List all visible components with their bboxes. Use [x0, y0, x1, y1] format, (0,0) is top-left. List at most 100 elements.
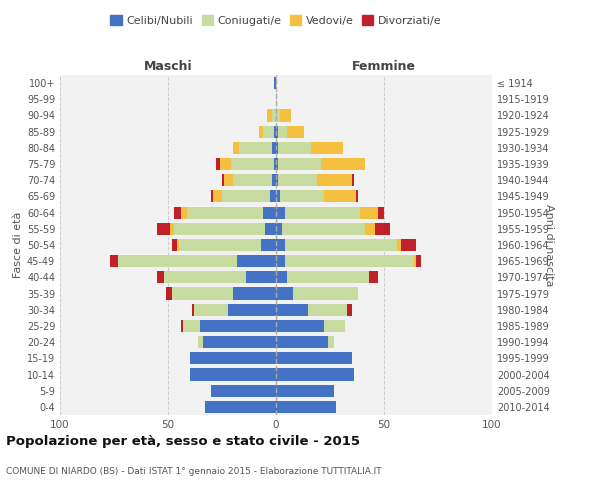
- Bar: [239, 142, 272, 154]
- Text: Femmine: Femmine: [352, 60, 416, 72]
- Bar: [276, 239, 284, 251]
- Bar: [187, 206, 263, 218]
- Bar: [170, 222, 175, 235]
- Bar: [190, 368, 276, 380]
- Bar: [265, 222, 276, 235]
- Bar: [211, 384, 276, 397]
- Bar: [287, 272, 369, 283]
- Bar: [157, 272, 164, 283]
- Bar: [220, 158, 230, 170]
- Bar: [263, 126, 274, 138]
- Bar: [414, 255, 416, 268]
- Bar: [276, 206, 284, 218]
- Bar: [323, 320, 345, 332]
- Bar: [376, 222, 391, 235]
- Bar: [229, 304, 276, 316]
- Bar: [211, 190, 214, 202]
- Bar: [183, 320, 200, 332]
- Bar: [230, 158, 274, 170]
- Bar: [181, 206, 187, 218]
- Bar: [118, 255, 237, 268]
- Bar: [274, 126, 276, 138]
- Bar: [276, 142, 278, 154]
- Bar: [369, 272, 377, 283]
- Bar: [347, 304, 352, 316]
- Bar: [179, 239, 261, 251]
- Bar: [278, 174, 317, 186]
- Bar: [259, 126, 263, 138]
- Bar: [272, 110, 276, 122]
- Bar: [175, 222, 265, 235]
- Bar: [397, 239, 401, 251]
- Bar: [233, 142, 239, 154]
- Bar: [278, 142, 311, 154]
- Bar: [323, 190, 356, 202]
- Bar: [222, 174, 224, 186]
- Bar: [192, 304, 194, 316]
- Bar: [200, 320, 276, 332]
- Bar: [276, 336, 328, 348]
- Bar: [263, 206, 276, 218]
- Bar: [214, 190, 222, 202]
- Bar: [280, 190, 323, 202]
- Y-axis label: Anni di nascita: Anni di nascita: [544, 204, 554, 286]
- Bar: [233, 174, 272, 186]
- Bar: [276, 288, 293, 300]
- Bar: [416, 255, 421, 268]
- Bar: [287, 126, 304, 138]
- Bar: [293, 288, 358, 300]
- Bar: [164, 272, 246, 283]
- Bar: [205, 401, 276, 413]
- Bar: [276, 352, 352, 364]
- Bar: [276, 255, 284, 268]
- Bar: [276, 304, 308, 316]
- Bar: [274, 158, 276, 170]
- Bar: [276, 401, 337, 413]
- Bar: [276, 368, 354, 380]
- Bar: [276, 158, 278, 170]
- Bar: [280, 110, 291, 122]
- Bar: [356, 190, 358, 202]
- Text: COMUNE DI NIARDO (BS) - Dati ISTAT 1° gennaio 2015 - Elaborazione TUTTITALIA.IT: COMUNE DI NIARDO (BS) - Dati ISTAT 1° ge…: [6, 468, 382, 476]
- Y-axis label: Fasce di età: Fasce di età: [13, 212, 23, 278]
- Bar: [272, 174, 276, 186]
- Bar: [268, 110, 272, 122]
- Bar: [401, 239, 416, 251]
- Bar: [157, 222, 170, 235]
- Bar: [269, 190, 276, 202]
- Bar: [284, 255, 414, 268]
- Bar: [283, 222, 365, 235]
- Bar: [176, 239, 179, 251]
- Bar: [377, 206, 384, 218]
- Bar: [175, 206, 181, 218]
- Legend: Celibi/Nubili, Coniugati/e, Vedovi/e, Divorziati/e: Celibi/Nubili, Coniugati/e, Vedovi/e, Di…: [106, 10, 446, 30]
- Bar: [308, 304, 347, 316]
- Bar: [276, 110, 280, 122]
- Bar: [276, 384, 334, 397]
- Bar: [365, 222, 376, 235]
- Bar: [261, 239, 276, 251]
- Bar: [276, 320, 323, 332]
- Bar: [110, 255, 118, 268]
- Bar: [246, 272, 276, 283]
- Bar: [360, 206, 377, 218]
- Bar: [222, 190, 269, 202]
- Bar: [166, 288, 172, 300]
- Text: Maschi: Maschi: [143, 60, 193, 72]
- Bar: [190, 352, 276, 364]
- Bar: [278, 158, 322, 170]
- Bar: [172, 288, 233, 300]
- Bar: [181, 320, 183, 332]
- Bar: [276, 272, 287, 283]
- Bar: [352, 174, 354, 186]
- Bar: [272, 142, 276, 154]
- Bar: [194, 304, 229, 316]
- Bar: [278, 126, 287, 138]
- Bar: [172, 239, 176, 251]
- Text: Popolazione per età, sesso e stato civile - 2015: Popolazione per età, sesso e stato civil…: [6, 435, 360, 448]
- Bar: [284, 239, 397, 251]
- Bar: [198, 336, 203, 348]
- Bar: [317, 174, 352, 186]
- Bar: [203, 336, 276, 348]
- Bar: [276, 126, 278, 138]
